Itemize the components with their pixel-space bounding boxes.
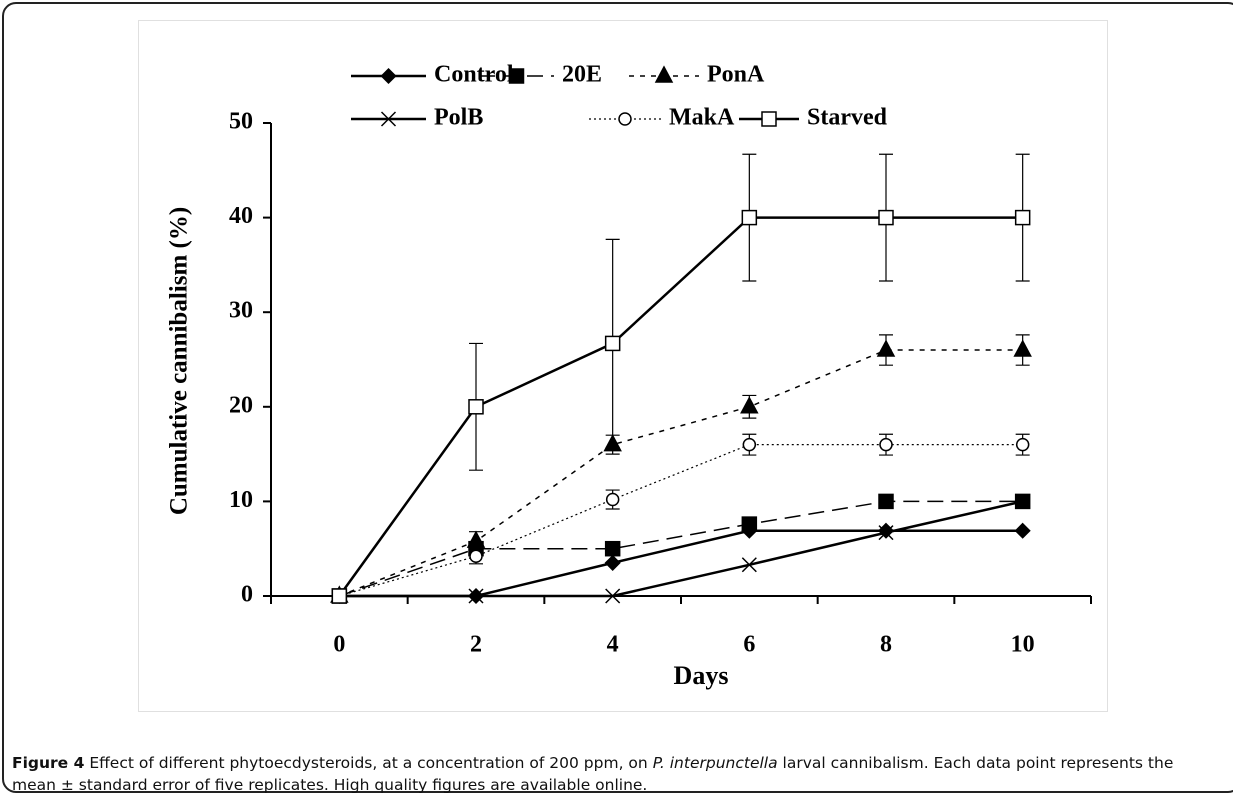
y-tick-label: 50 — [229, 109, 253, 135]
marker — [466, 530, 486, 548]
x-axis-label: Days — [674, 661, 729, 690]
legend-label: MakA — [669, 105, 735, 131]
marker — [1014, 209, 1031, 226]
caption-text: Effect of different phytoecdysteroids, a… — [89, 754, 648, 772]
legend-label: Controls — [434, 62, 523, 88]
caption-text: larval cannibalism. Each data point repr… — [12, 754, 1174, 794]
series-line — [339, 444, 1023, 597]
marker — [741, 209, 758, 226]
marker — [878, 525, 894, 541]
marker — [1015, 437, 1030, 452]
legend-marker — [508, 68, 525, 84]
series-line — [339, 529, 1023, 598]
marker — [605, 588, 621, 604]
x-tick-label: 8 — [880, 632, 892, 658]
marker — [1013, 339, 1032, 357]
legend-label: 20E — [562, 62, 602, 88]
y-tick-label: 0 — [241, 582, 253, 608]
marker — [742, 437, 757, 452]
marker — [468, 399, 484, 415]
legend-marker — [618, 112, 632, 126]
marker — [741, 557, 757, 573]
marker — [741, 516, 758, 532]
y-tick-label: 30 — [229, 298, 253, 324]
marker — [1015, 493, 1031, 509]
caption-label: Figure 4 — [12, 754, 85, 772]
chart: Cumulative cannibalism (%) Days 01020304… — [138, 20, 1108, 712]
marker — [605, 492, 620, 507]
y-tick-label: 10 — [229, 487, 253, 513]
marker — [604, 335, 621, 352]
marker — [740, 396, 759, 414]
x-tick-label: 0 — [333, 632, 345, 658]
marker — [468, 588, 484, 604]
legend-marker — [761, 111, 777, 127]
marker — [604, 554, 621, 571]
caption: Figure 4 Effect of different phytoecdyst… — [12, 752, 1222, 796]
legend-marker — [380, 67, 397, 85]
x-tick-label: 10 — [1011, 632, 1035, 658]
legend-label: PolB — [434, 105, 483, 131]
legend-label: Starved — [807, 105, 888, 131]
caption-species: P. interpunctella — [652, 754, 778, 772]
marker — [604, 540, 621, 557]
y-tick-label: 40 — [229, 203, 253, 229]
marker — [878, 209, 894, 226]
marker — [879, 437, 893, 452]
y-tick-label: 20 — [229, 392, 253, 418]
marker — [469, 549, 483, 564]
series-line — [339, 500, 1023, 598]
marker — [878, 493, 894, 510]
series-line — [339, 500, 1023, 597]
legend-marker — [654, 65, 674, 83]
y-axis-label: Cumulative cannibalism (%) — [166, 207, 193, 515]
marker — [331, 588, 348, 604]
series-line — [338, 216, 1023, 597]
x-tick-label: 2 — [470, 632, 482, 658]
x-tick-label: 4 — [607, 632, 619, 658]
legend-label: PonA — [707, 62, 765, 88]
x-tick-label: 6 — [743, 632, 755, 658]
marker — [1014, 522, 1031, 539]
marker — [876, 339, 896, 357]
legend-marker — [380, 111, 397, 127]
series-line — [339, 349, 1023, 597]
